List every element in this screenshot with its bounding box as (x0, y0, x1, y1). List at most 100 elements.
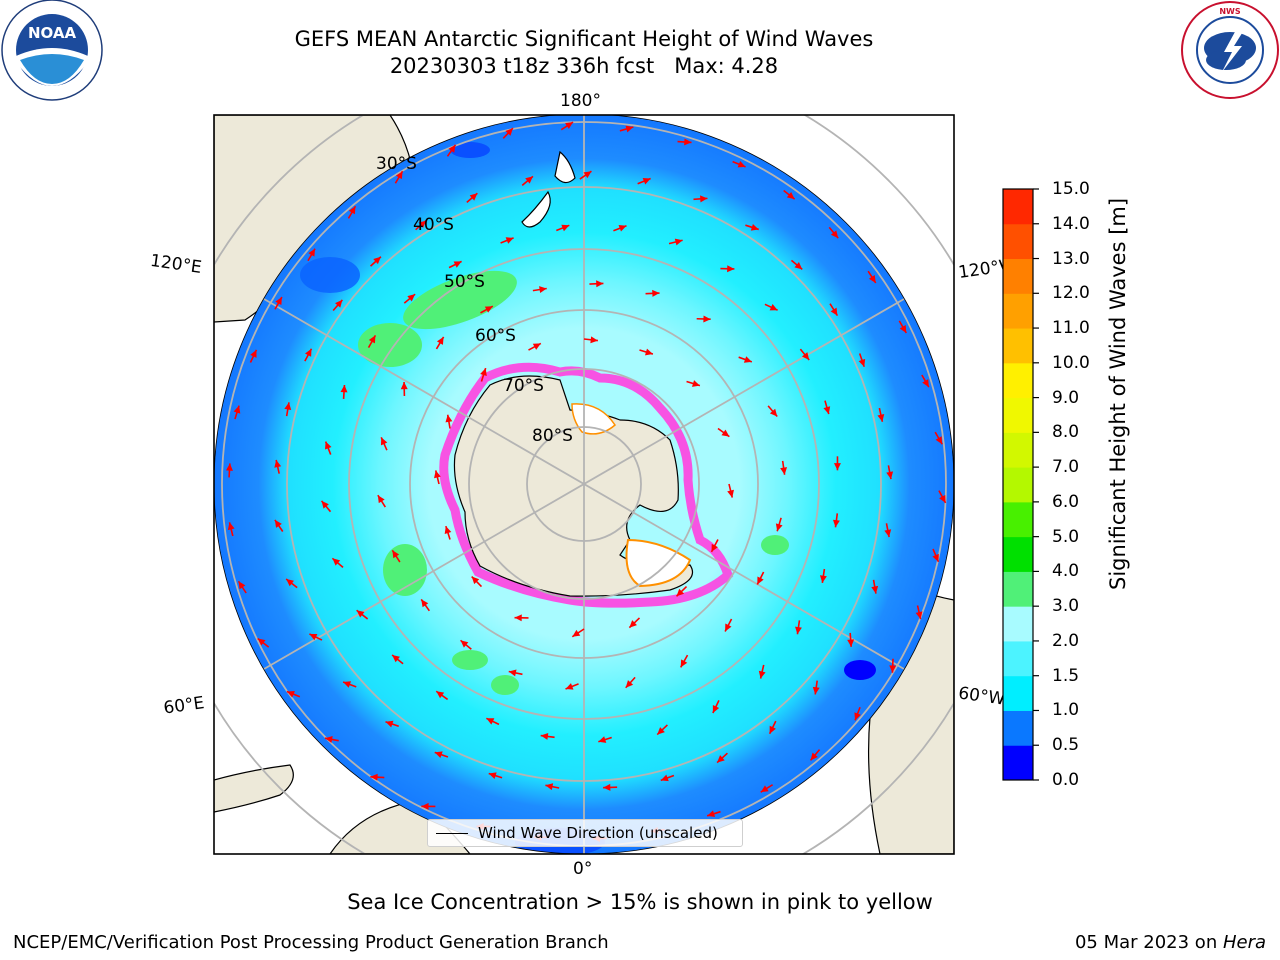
wave-direction-arrowhead (274, 519, 282, 528)
africa-land (214, 764, 294, 813)
wave-direction-arrowhead (275, 297, 282, 306)
colorbar-tick-label: 14.0 (1052, 213, 1090, 234)
wave-direction-arrowhead (436, 336, 444, 345)
wave-direction-arrowhead (769, 408, 778, 417)
wave-direction-arrowhead (801, 352, 810, 360)
wave-direction-arrowhead (652, 289, 660, 297)
sea-ice-rim (439, 362, 734, 608)
colorbar-tick-label: 4.0 (1052, 561, 1080, 582)
wave-direction-arrowhead (629, 620, 637, 628)
wave-direction-arrowhead (884, 529, 892, 538)
colorbar-swatch (1003, 501, 1033, 538)
wave-direction-arrowhead (795, 626, 802, 635)
wave-direction-arrowhead (335, 299, 343, 308)
wave-direction-arrowhead (453, 261, 462, 268)
wave-direction-arrowhead (274, 459, 282, 468)
wave-direction-arrowhead (833, 463, 841, 471)
wave-direction-arrowhead (810, 752, 818, 761)
wave-direction-arrowhead (676, 588, 685, 597)
wave-direction-arrowhead (525, 176, 533, 184)
wave-direction-arrowhead (514, 614, 522, 622)
wave-direction-arrowhead (642, 177, 651, 185)
wave-direction-arrowhead (488, 772, 497, 780)
wave-direction-arrowhead (227, 522, 235, 531)
wave-direction-arrowhead (532, 343, 541, 350)
footer-date: 05 Mar 2023 on Hera (1075, 932, 1266, 953)
wave-direction-arrowhead (356, 610, 365, 618)
wave-direction-arrowhead (700, 195, 708, 203)
wave-direction-arrowhead (717, 755, 725, 763)
wave-direction-arrowhead (539, 286, 547, 294)
wave-direction-arrowhead (830, 230, 839, 239)
lat-label-30s: 30°S (376, 154, 417, 174)
wave-direction-arrowhead (596, 280, 604, 288)
wave-direction-arrowhead (674, 238, 683, 246)
colorbar-tick-label: 1.0 (1052, 700, 1080, 721)
wave-direction-arrowhead (309, 633, 318, 641)
wave-direction-arrowhead (434, 470, 441, 479)
colorbar-swatch (1003, 293, 1033, 329)
wave-direction-arrowhead (758, 670, 766, 679)
wave-direction-arrowhead (561, 224, 570, 232)
wave-direction-arrowhead (712, 705, 720, 714)
colorbar-tick-label: 10.0 (1052, 352, 1090, 373)
wave-direction-arrowhead (769, 304, 778, 311)
wave-direction-arrowhead (625, 680, 634, 688)
graticule (214, 115, 954, 854)
wave-direction-arrowhead (684, 138, 692, 146)
wave-direction-arrowhead (436, 691, 445, 699)
wave-direction-arrowhead (321, 500, 329, 509)
wave-direction-arrowhead (225, 463, 233, 471)
noaa-logo: NOAA (1, 0, 103, 101)
colorbar-frame (1002, 188, 1034, 781)
wave-patch-green (491, 675, 519, 695)
wave-direction-arrowhead (871, 585, 879, 594)
colorbar-tick-label: 3.0 (1052, 596, 1080, 617)
wave-direction-arrowhead (645, 348, 653, 356)
wave-patch-green (761, 535, 789, 555)
wave-direction-arrowhead (370, 773, 378, 781)
wave-direction-arrowhead (407, 294, 416, 302)
footer-host: Hera (1222, 932, 1266, 953)
wave-direction-arrowhead (343, 681, 352, 688)
colorbar-swatch (1003, 362, 1033, 399)
wave-direction-arrowhead (257, 638, 266, 646)
wave-direction-arrowhead (392, 654, 400, 663)
wave-direction-arrowhead (721, 429, 730, 437)
wave-direction-arrowhead (486, 718, 495, 725)
wave-direction-arrowhead (508, 669, 517, 677)
wave-direction-arrowhead (889, 665, 897, 673)
wave-direction-arrowhead (691, 380, 700, 387)
lon-label-180: 180° (560, 91, 601, 111)
wave-direction-arrowhead (421, 802, 429, 810)
wave-direction-arrowhead (847, 639, 855, 647)
wave-direction-arrowhead (325, 441, 332, 450)
colorbar-tick-label: 11.0 (1052, 318, 1090, 339)
wave-direction-arrowhead (819, 575, 827, 583)
lon-label-60w: 60°W (957, 683, 1006, 709)
lon-label-0: 0° (573, 859, 592, 879)
wave-direction-arrowhead (400, 382, 408, 390)
wave-direction-arrowhead (703, 315, 711, 323)
wave-direction-arrowhead (385, 720, 394, 728)
wave-direction-arrowhead (460, 640, 469, 648)
wave-direction-arrowhead (565, 122, 574, 129)
wave-direction-arrowhead (565, 683, 574, 690)
wave-direction-arrowhead (448, 144, 456, 153)
wave-direction-arrowhead (786, 191, 795, 200)
lon-label-120e: 120°E (149, 251, 203, 278)
new-zealand-land (521, 150, 576, 228)
wave-direction-arrowhead (505, 128, 513, 136)
wave-direction-arrowhead (308, 248, 316, 257)
colorbar (1002, 188, 1039, 781)
wave-direction-arrowhead (238, 581, 246, 590)
wave-direction-arrowhead (572, 629, 581, 637)
colorbar-swatch (1003, 223, 1033, 260)
colorbar-swatch (1003, 432, 1033, 468)
wave-direction-arrowhead (332, 558, 341, 566)
wave-direction-arrowhead (922, 379, 929, 388)
colorbar-tick-label: 12.0 (1052, 283, 1090, 304)
wave-direction-arrowhead (680, 659, 688, 668)
colorbar-tick-label: 1.5 (1052, 665, 1080, 686)
